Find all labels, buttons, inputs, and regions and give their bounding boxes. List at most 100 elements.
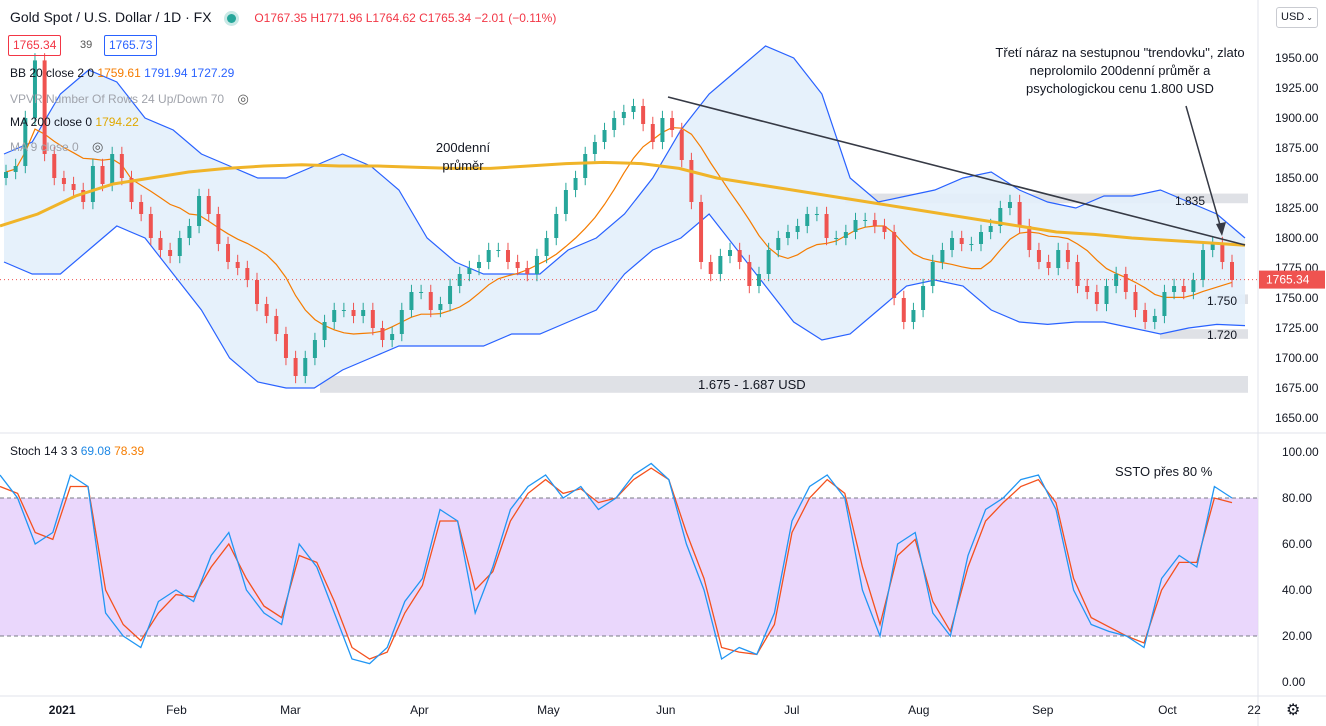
- price-tick-label: 1950.00: [1275, 51, 1319, 65]
- candle: [264, 296, 269, 324]
- currency-button[interactable]: USD ⌄: [1276, 7, 1318, 28]
- candle-body: [1181, 286, 1186, 292]
- candle-body: [90, 166, 95, 202]
- candle-body: [872, 220, 877, 226]
- price-tick-label: 1875.00: [1275, 141, 1319, 155]
- vpvr-legend[interactable]: VPVR Number Of Rows 24 Up/Down 70 ◎: [10, 91, 249, 107]
- candle-body: [1056, 250, 1061, 268]
- candle: [641, 98, 646, 132]
- time-tick-label: Mar: [280, 703, 301, 717]
- time-tick-label: Apr: [410, 703, 429, 717]
- candle-body: [42, 60, 47, 154]
- candle: [187, 218, 192, 246]
- candle-body: [901, 298, 906, 322]
- candle-body: [795, 226, 800, 232]
- candle-body: [1210, 244, 1215, 250]
- candle: [805, 206, 810, 234]
- time-tick-label: Aug: [908, 703, 929, 717]
- candle: [863, 212, 868, 228]
- candle: [660, 110, 665, 150]
- bb-legend[interactable]: BB 20 close 2 0 1759.61 1791.94 1727.29: [10, 66, 234, 80]
- candle-body: [979, 232, 984, 244]
- candle-body: [843, 232, 848, 238]
- candle-body: [988, 226, 993, 232]
- symbol-name[interactable]: Gold Spot / U.S. Dollar: [10, 9, 152, 25]
- candle-body: [544, 238, 549, 256]
- candle: [766, 242, 771, 282]
- candle: [699, 194, 704, 270]
- candle-body: [226, 244, 231, 262]
- time-tick-label: Jun: [656, 703, 675, 717]
- candle-body: [863, 220, 868, 221]
- candle: [380, 320, 385, 348]
- time-tick-label: Oct: [1158, 703, 1177, 717]
- candle: [148, 206, 153, 246]
- candle: [592, 134, 597, 162]
- hidden-eye-icon[interactable]: ◎: [237, 91, 249, 106]
- candle: [399, 302, 404, 342]
- candle: [756, 266, 761, 294]
- candle-body: [303, 358, 308, 376]
- stoch-tick-label: 20.00: [1282, 629, 1312, 643]
- candle-body: [245, 268, 250, 280]
- candle: [1007, 194, 1012, 216]
- candle-body: [187, 226, 192, 238]
- candle-body: [1027, 226, 1032, 250]
- candle: [61, 170, 66, 192]
- candle-body: [756, 274, 761, 286]
- candle-body: [554, 214, 559, 238]
- candle-body: [824, 214, 829, 238]
- vpvr-label: VPVR Number Of Rows 24 Up/Down 70: [10, 92, 225, 106]
- candle: [274, 308, 279, 342]
- candle-body: [32, 60, 37, 118]
- sell-price-box[interactable]: 1765.34: [8, 35, 62, 56]
- candle-body: [61, 178, 66, 184]
- candle-body: [129, 178, 134, 202]
- price-tick-label: 1900.00: [1275, 111, 1319, 125]
- candle-body: [148, 214, 153, 238]
- candle-body: [351, 310, 356, 316]
- ma-annotation: 200denní průměr: [435, 140, 491, 173]
- candle-body: [563, 190, 568, 214]
- candle-body: [1075, 262, 1080, 286]
- candle: [882, 218, 887, 240]
- candle: [42, 53, 47, 162]
- candle-body: [1220, 244, 1225, 262]
- candle-body: [341, 310, 346, 311]
- stoch-tick-label: 0.00: [1282, 675, 1306, 689]
- hidden-eye-icon[interactable]: ◎: [92, 139, 104, 154]
- bb-upper-value: 1791.94: [144, 66, 188, 80]
- price-tick-label: 1850.00: [1275, 171, 1319, 185]
- gear-icon[interactable]: ⚙: [1286, 702, 1301, 719]
- candle-body: [1230, 262, 1234, 280]
- candle-body: [776, 238, 781, 250]
- ma2-legend[interactable]: MA 9 close 0 ◎: [10, 139, 103, 155]
- bb-lower-value: 1727.29: [190, 66, 235, 80]
- candle: [747, 254, 752, 294]
- timeframe[interactable]: 1D: [163, 9, 182, 25]
- candle-body: [254, 280, 259, 304]
- time-tick-label: 2021: [49, 703, 76, 717]
- candle-body: [670, 118, 675, 130]
- annotation-arrow: [1185, 105, 1223, 233]
- ma-value: 1794.22: [95, 115, 139, 129]
- candle-body: [419, 292, 424, 293]
- candle: [1162, 284, 1167, 324]
- bb-basis-value: 1759.61: [97, 66, 141, 80]
- candle-body: [805, 214, 810, 226]
- candle-body: [602, 130, 607, 142]
- ma-legend[interactable]: MA 200 close 0 1794.22: [10, 115, 139, 129]
- candle-body: [1162, 292, 1167, 316]
- candle: [351, 302, 356, 324]
- candle-body: [177, 238, 182, 256]
- candle: [409, 284, 414, 318]
- buy-price-box[interactable]: 1765.73: [104, 35, 158, 56]
- candle: [419, 284, 424, 300]
- bb-fill: [4, 46, 1245, 388]
- chevron-down-icon: ⌄: [1306, 13, 1313, 22]
- bb-lower-line: [3, 213, 1246, 389]
- candle: [892, 224, 897, 306]
- stoch-band: [0, 498, 1258, 636]
- stoch-legend[interactable]: Stoch 14 3 3 69.08 78.39: [10, 444, 144, 458]
